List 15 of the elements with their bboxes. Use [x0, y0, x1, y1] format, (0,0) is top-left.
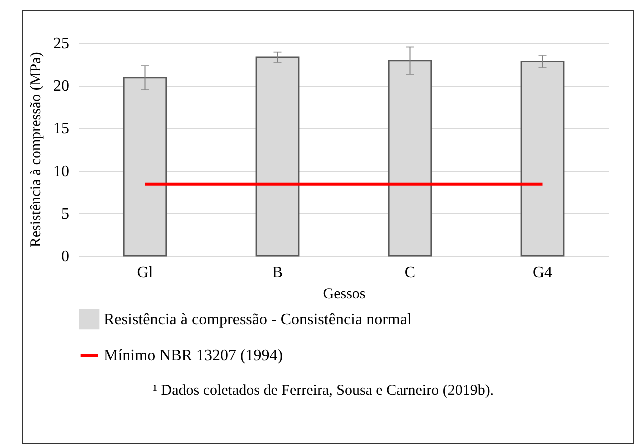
x-tick-label: G4: [532, 264, 553, 282]
x-axis-title: Gessos: [323, 286, 366, 302]
text: ¹ Dados coletados de Ferreira, Sousa e Carneiro (2019b).: [153, 383, 494, 400]
y-axis-title: Resistência à compressão (MPa): [28, 52, 44, 248]
x-tick-label: Gl: [137, 264, 154, 282]
legend-label: Resistência à compressão - Consistência normal: [104, 312, 412, 328]
y-tick-label: 20: [54, 78, 70, 96]
y-tick-label: 25: [54, 36, 70, 52]
legend-label: Mínimo NBR 13207 (1994): [104, 348, 284, 364]
y-tick-label: 10: [54, 163, 70, 180]
x-tick-label: C: [404, 264, 416, 282]
y-tick-label: 5: [62, 206, 70, 223]
y-tick-label: 15: [54, 120, 70, 138]
x-tick-label: B: [272, 264, 284, 282]
y-tick-label: 0: [62, 248, 70, 266]
